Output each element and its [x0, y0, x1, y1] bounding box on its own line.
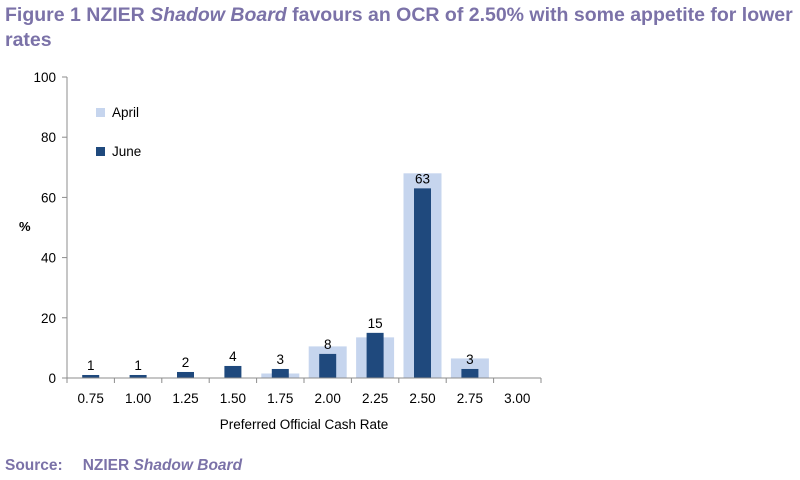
- x-tick-label: 2.00: [315, 391, 341, 406]
- bar-june: [414, 188, 431, 378]
- x-tick-label: 2.75: [457, 391, 483, 406]
- bar-june: [224, 365, 242, 378]
- x-tick-label: 1.00: [125, 391, 151, 406]
- bar-june: [129, 374, 147, 378]
- bar-data-label: 4: [229, 349, 237, 364]
- y-axis-label: %: [19, 219, 31, 234]
- x-tick-label: 1.50: [220, 391, 246, 406]
- x-tick-label: 1.75: [267, 391, 293, 406]
- y-tick-label: 20: [41, 311, 56, 326]
- bar-data-label: 1: [134, 358, 142, 373]
- bar-data-label: 15: [368, 316, 383, 331]
- legend-swatch-april: [96, 108, 105, 117]
- source-note: Source: NZIER Shadow Board: [5, 457, 243, 474]
- bar-june: [177, 371, 194, 378]
- y-tick-label: 0: [48, 371, 56, 386]
- x-tick-label: 3.00: [504, 391, 530, 406]
- x-tick-label: 0.75: [78, 391, 104, 406]
- x-axis-label: Preferred Official Cash Rate: [220, 417, 389, 432]
- bar-june: [366, 332, 384, 378]
- x-tick-label: 2.50: [409, 391, 435, 406]
- legend-swatch-june: [96, 147, 105, 156]
- bar-june: [319, 353, 337, 378]
- bar-june: [271, 368, 289, 378]
- bar-june: [461, 368, 479, 378]
- y-tick-label: 100: [33, 70, 56, 85]
- bar-chart: 0 20 40 60 80 100 1 1 2 4 3 8 15 63 3 0.75 1.00 1.25 1.5…: [19, 70, 542, 432]
- legend-label-june: June: [112, 144, 141, 159]
- legend: April June: [96, 105, 141, 159]
- bar-data-label: 3: [277, 352, 285, 367]
- bar-june: [82, 374, 100, 378]
- x-tick-label: 1.25: [172, 391, 198, 406]
- bar-data-label: 2: [182, 355, 190, 370]
- x-tick-label: 2.25: [362, 391, 388, 406]
- bar-data-label: 8: [324, 337, 332, 352]
- y-tick-label: 60: [41, 190, 56, 205]
- bar-data-label: 1: [87, 358, 95, 373]
- legend-label-april: April: [112, 105, 139, 120]
- bar-data-label: 63: [415, 171, 430, 186]
- figure-title: Figure 1 NZIER Shadow Board favours an O…: [5, 4, 793, 51]
- y-tick-label: 80: [41, 130, 56, 145]
- y-tick-label: 40: [41, 251, 56, 266]
- bar-data-label: 3: [466, 352, 474, 367]
- bar-april: [450, 358, 489, 378]
